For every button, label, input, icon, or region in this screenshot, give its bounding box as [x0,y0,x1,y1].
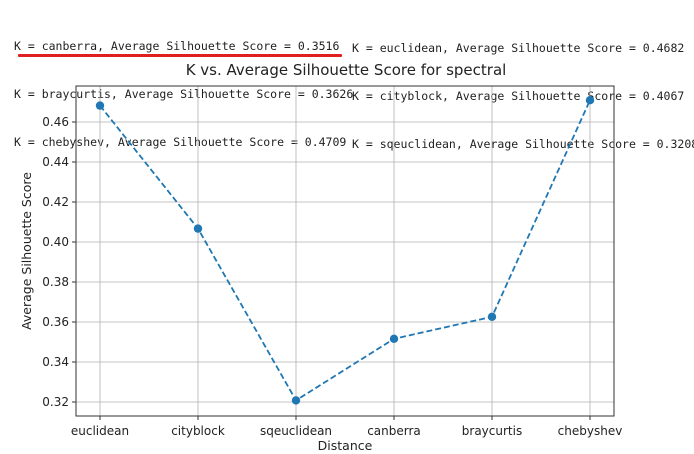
console-line: K = sqeuclidean, Average Silhouette Scor… [352,137,694,151]
y-tick-label: 0.40 [42,235,69,249]
series-markers [95,96,595,405]
x-axis: euclidean cityblock sqeuclidean canberra bra… [71,416,622,438]
console-output-left: K = canberra, Average Silhouette Score =… [14,6,353,166]
data-point [193,224,203,233]
y-axis-label: Average Silhouette Score [19,172,34,330]
x-tick-label: sqeuclidean [260,424,332,438]
data-point [291,396,301,405]
data-point [389,334,399,343]
console-line: K = canberra, Average Silhouette Score =… [14,39,340,53]
y-tick-label: 0.36 [42,315,69,329]
highlight-underline [18,54,342,57]
y-tick-label: 0.46 [42,115,69,129]
x-axis-label: Distance [318,438,373,453]
x-tick-label: canberra [367,424,421,438]
data-point [95,101,105,110]
y-axis: 0.32 0.34 0.36 0.38 0.40 0.42 0.44 0.46 [42,115,76,409]
console-line: K = chebyshev, Average Silhouette Score … [14,135,347,149]
y-tick-label: 0.44 [42,155,69,169]
x-tick-label: braycurtis [462,424,522,438]
data-point [487,312,497,321]
grid [76,86,614,416]
y-tick-label: 0.34 [42,355,69,369]
console-output-right: K = euclidean, Average Silhouette Score … [352,8,694,168]
x-tick-label: euclidean [71,424,129,438]
series-line [99,99,591,402]
console-line: K = braycurtis, Average Silhouette Score… [14,87,354,101]
chart-title: K vs. Average Silhouette Score for spect… [186,61,507,79]
y-tick-label: 0.42 [42,195,69,209]
plot-area-frame [75,85,615,417]
x-tick-label: cityblock [171,424,225,438]
data-point [585,96,595,105]
y-tick-label: 0.32 [42,395,69,409]
y-tick-label: 0.38 [42,275,69,289]
x-tick-label: chebyshev [558,424,623,438]
console-line: K = euclidean, Average Silhouette Score … [352,41,685,55]
